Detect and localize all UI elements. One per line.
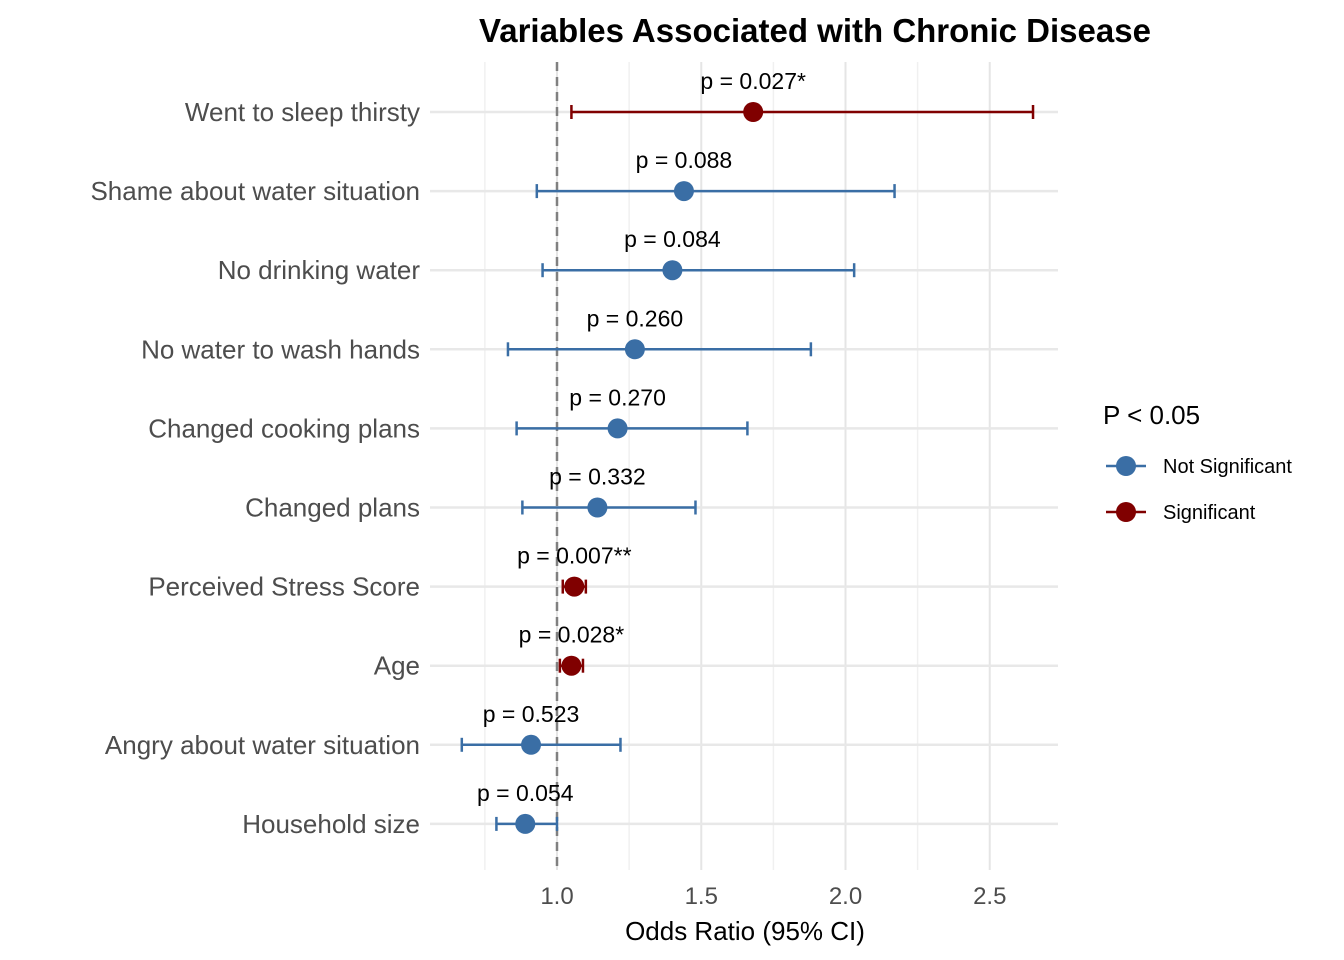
p-value-label: p = 0.054 bbox=[477, 780, 574, 806]
y-tick-label: Went to sleep thirsty bbox=[185, 97, 420, 127]
data-row: p = 0.084 bbox=[541, 226, 856, 281]
y-axis-labels: Went to sleep thirsty Shame about water s… bbox=[90, 97, 420, 839]
odds-ratio-point bbox=[624, 339, 645, 360]
y-tick-label: Age bbox=[374, 651, 420, 681]
data-row: p = 0.007** bbox=[517, 543, 632, 597]
y-tick-label: Changed cooking plans bbox=[148, 413, 420, 443]
odds-ratio-point bbox=[564, 576, 585, 597]
x-tick-label: 1.5 bbox=[685, 883, 718, 910]
y-tick-label: Perceived Stress Score bbox=[148, 572, 420, 602]
legend-marker bbox=[1116, 502, 1136, 522]
p-value-label: p = 0.088 bbox=[636, 147, 733, 173]
legend-title: P < 0.05 bbox=[1103, 400, 1200, 430]
y-tick-label: Household size bbox=[242, 809, 420, 839]
chart-title: Variables Associated with Chronic Diseas… bbox=[479, 12, 1151, 49]
y-tick-label: No drinking water bbox=[218, 255, 421, 285]
p-value-label: p = 0.332 bbox=[549, 464, 646, 490]
p-value-label: p = 0.007** bbox=[517, 543, 632, 569]
odds-ratio-point bbox=[521, 734, 542, 755]
data-row: p = 0.054 bbox=[477, 780, 574, 834]
y-tick-label: Changed plans bbox=[245, 493, 420, 523]
odds-ratio-point bbox=[561, 655, 582, 676]
odds-ratio-point bbox=[587, 497, 608, 518]
legend: P < 0.05 Not Significant Significant bbox=[1103, 400, 1292, 524]
legend-items: Not Significant Significant bbox=[1106, 456, 1292, 524]
data-row: p = 0.332 bbox=[521, 464, 697, 518]
y-tick-label: Shame about water situation bbox=[90, 176, 420, 206]
odds-ratio-point bbox=[662, 260, 683, 281]
data-row: p = 0.270 bbox=[515, 384, 749, 439]
data-rows: p = 0.027* p = 0.088 p = 0.084 p = 0.260 p =… bbox=[460, 68, 1035, 834]
odds-ratio-point bbox=[673, 181, 694, 202]
legend-marker bbox=[1116, 456, 1136, 476]
data-row: p = 0.028* bbox=[519, 622, 625, 676]
data-row: p = 0.523 bbox=[460, 701, 622, 755]
x-axis-ticks: 1.0 1.5 2.0 2.5 bbox=[540, 883, 1006, 910]
odds-ratio-point bbox=[743, 102, 764, 122]
p-value-label: p = 0.028* bbox=[519, 622, 625, 648]
data-row: p = 0.027* bbox=[570, 68, 1035, 122]
x-tick-label: 2.5 bbox=[973, 883, 1006, 910]
legend-label: Not Significant bbox=[1163, 456, 1292, 478]
y-tick-label: Angry about water situation bbox=[105, 730, 420, 760]
data-row: p = 0.260 bbox=[506, 305, 813, 360]
p-value-label: p = 0.084 bbox=[624, 226, 721, 252]
p-value-label: p = 0.027* bbox=[700, 68, 806, 94]
data-row: p = 0.088 bbox=[535, 147, 896, 202]
legend-item: Significant bbox=[1106, 502, 1256, 524]
odds-ratio-point bbox=[515, 813, 536, 834]
p-value-label: p = 0.523 bbox=[483, 701, 580, 727]
x-tick-label: 2.0 bbox=[829, 883, 862, 910]
odds-ratio-point bbox=[607, 418, 628, 439]
y-tick-label: No water to wash hands bbox=[141, 334, 420, 364]
p-value-label: p = 0.260 bbox=[587, 305, 684, 331]
p-value-label: p = 0.270 bbox=[569, 384, 666, 410]
x-tick-label: 1.0 bbox=[540, 883, 573, 910]
x-axis-label: Odds Ratio (95% CI) bbox=[625, 916, 865, 946]
legend-item: Not Significant bbox=[1106, 456, 1292, 478]
legend-label: Significant bbox=[1163, 502, 1256, 524]
